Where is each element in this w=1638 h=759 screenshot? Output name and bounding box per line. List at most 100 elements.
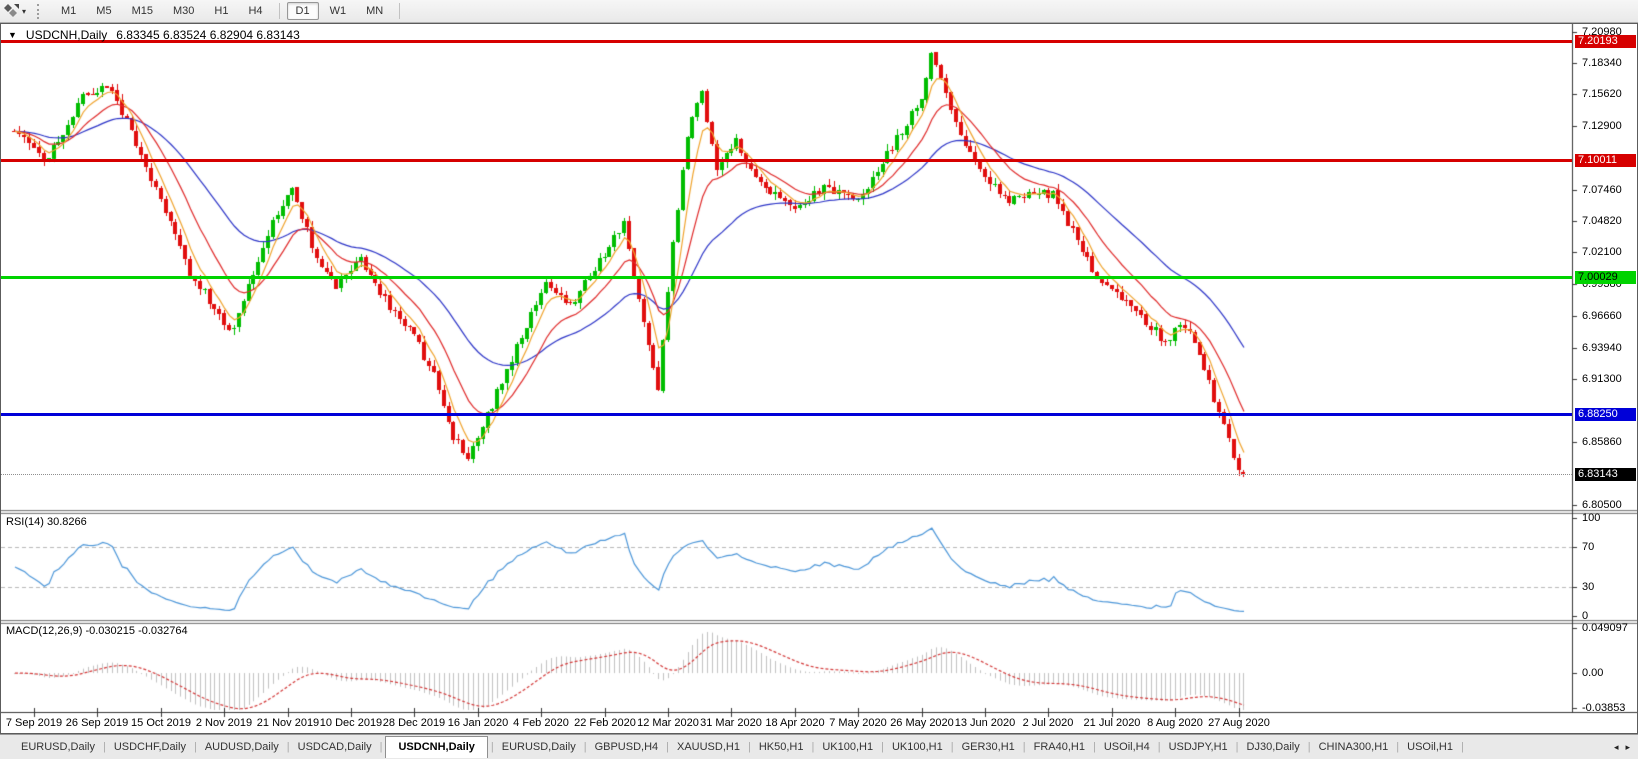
date-axis-label: 21 Jul 2020 [1083, 717, 1141, 729]
price-axis-label: 6.93940 [1582, 342, 1622, 354]
tab-separator: | [1157, 741, 1161, 753]
price-level-line-7.10011[interactable] [1, 159, 1572, 162]
macd-axis-label: 0.00 [1582, 667, 1604, 679]
chart-tab-audusd-daily[interactable]: AUDUSD,Daily [204, 741, 279, 753]
tab-scroll-left-button[interactable]: ◂ [1613, 741, 1619, 752]
chart-tools-button[interactable]: ▾ [0, 4, 32, 18]
chart-tab-bar: EURUSD,Daily | USDCHF,Daily | AUDUSD,Daily | U… [0, 734, 1638, 759]
chart-tab-usdcad-daily[interactable]: USDCAD,Daily [297, 741, 372, 753]
current-price-badge: 6.83143 [1575, 468, 1636, 481]
toolbar-grip[interactable] [37, 3, 42, 19]
price-level-badge-6.88250: 6.88250 [1575, 408, 1636, 421]
date-axis-label: 8 Aug 2020 [1147, 717, 1203, 729]
tab-separator: | [1093, 741, 1096, 753]
rsi-axis-label: 30 [1582, 581, 1595, 593]
tab-separator: | [881, 741, 884, 753]
chart-tab-xauusd-h1[interactable]: XAUUSD,H1 [677, 741, 740, 753]
tab-separator: | [490, 741, 494, 753]
chart-tab-usdcnh-daily[interactable]: USDCNH,Daily [385, 736, 488, 758]
chart-tab-gbpusd-h4[interactable]: GBPUSD,H4 [594, 741, 659, 753]
price-axis-label: 7.18340 [1582, 57, 1622, 69]
chart-title: ▼ USDCNH,Daily 6.83345 6.83524 6.82904 6… [8, 28, 300, 42]
tab-separator: | [286, 741, 290, 753]
symbol-dropdown-icon[interactable]: ▼ [8, 30, 17, 40]
tab-separator: | [583, 741, 587, 753]
chart-tab-uk100-h1[interactable]: UK100,H1 [822, 741, 874, 753]
date-axis-label: 13 Jun 2020 [954, 717, 1016, 729]
tab-separator: | [747, 741, 751, 753]
timeframe-button-m5[interactable]: M5 [96, 5, 112, 17]
date-axis-label: 22 Feb 2020 [574, 717, 636, 729]
chart-symbol-label: USDCNH,Daily [25, 28, 108, 42]
rsi-axis-label: 70 [1582, 541, 1595, 553]
price-level-badge-7.00029: 7.00029 [1575, 271, 1636, 284]
chart-tab-usoil-h1[interactable]: USOil,H1 [1407, 741, 1453, 753]
tab-separator: | [1396, 741, 1400, 753]
tab-separator: | [950, 741, 954, 753]
date-axis-label: 31 Mar 2020 [700, 717, 762, 729]
top-toolbar: ▾ M1 M5 M15 M30 H1 H4 D1 W1 MN [0, 0, 1638, 23]
price-axis-label: 7.07460 [1582, 184, 1622, 196]
tab-separator: | [193, 741, 197, 753]
price-level-line-7.20193[interactable] [1, 40, 1572, 43]
current-price-line [1, 474, 1572, 475]
tab-separator: | [102, 741, 106, 753]
macd-axis-label: -0.03853 [1582, 702, 1626, 714]
date-axis-label: 4 Feb 2020 [513, 717, 569, 729]
price-axis: 7.20193 7.10011 7.00029 6.88250 6.83143 7.209… [1573, 24, 1637, 733]
chart-tools-caret-icon[interactable]: ▾ [22, 6, 27, 16]
timeframe-button-m15[interactable]: M15 [131, 5, 153, 17]
chart-tab-usdchf-daily[interactable]: USDCHF,Daily [113, 741, 186, 753]
timeframe-button-m30[interactable]: M30 [172, 5, 195, 17]
timeframe-toolbar: M1 M5 M15 M30 H1 H4 D1 W1 MN [51, 2, 406, 20]
date-axis-label: 21 Nov 2019 [256, 717, 320, 729]
date-axis-label: 2 Jul 2020 [1022, 717, 1074, 729]
chart-tab-uk100-h1[interactable]: UK100,H1 [891, 741, 943, 753]
price-axis-label: 6.80500 [1582, 499, 1622, 511]
price-axis-label: 6.96660 [1582, 310, 1622, 322]
price-axis-label: 7.12900 [1582, 120, 1622, 132]
price-level-badge-7.20193: 7.20193 [1575, 35, 1636, 48]
rsi-axis-label: 0 [1582, 610, 1589, 622]
rsi-axis-label: 100 [1582, 512, 1601, 524]
timeframe-button-mn[interactable]: MN [366, 5, 384, 17]
chart-ohlc-values: 6.83345 6.83524 6.82904 6.83143 [116, 28, 300, 42]
chart-tab-hk50-h1[interactable]: HK50,H1 [758, 741, 804, 753]
price-level-badge-7.10011: 7.10011 [1575, 154, 1636, 167]
price-level-line-6.88250[interactable] [1, 413, 1572, 416]
toolbar-separator [399, 3, 401, 19]
chart-tools-icon [4, 4, 19, 17]
date-axis-label: 26 May 2020 [890, 717, 954, 729]
chart-tab-china300-h1[interactable]: CHINA300,H1 [1318, 741, 1389, 753]
tab-separator: | [379, 741, 383, 753]
chart-tab-ger30-h1[interactable]: GER30,H1 [961, 741, 1015, 753]
tab-separator: | [666, 741, 669, 753]
toolbar-separator [278, 3, 280, 19]
tab-separator: | [1307, 741, 1311, 753]
date-axis-label: 7 May 2020 [829, 717, 887, 729]
macd-indicator-label: MACD(12,26,9) -0.030215 -0.032764 [6, 625, 188, 637]
chart-window: ▼ USDCNH,Daily 6.83345 6.83524 6.82904 6… [0, 23, 1638, 734]
price-level-line-7.00029[interactable] [1, 276, 1572, 279]
date-axis-label: 27 Aug 2020 [1208, 717, 1270, 729]
chart-tab-eurusd-daily[interactable]: EURUSD,Daily [21, 741, 95, 753]
chart-tab-usdjpy-h1[interactable]: USDJPY,H1 [1168, 741, 1228, 753]
timeframe-button-h4[interactable]: H4 [248, 5, 263, 17]
tab-separator: | [1022, 741, 1026, 753]
chart-canvas[interactable] [1, 24, 1637, 733]
timeframe-button-m1[interactable]: M1 [61, 5, 77, 17]
chart-tab-dj30-daily[interactable]: DJ30,Daily [1246, 741, 1300, 753]
date-axis-label: 10 Dec 2019 [319, 717, 383, 729]
timeframe-button-d1[interactable]: D1 [286, 2, 319, 20]
timeframe-button-w1[interactable]: W1 [329, 5, 347, 17]
date-axis-label: 18 Apr 2020 [765, 717, 825, 729]
date-axis-label: 16 Jan 2020 [447, 717, 509, 729]
date-axis-label: 2 Nov 2019 [195, 717, 253, 729]
chart-tab-eurusd-daily[interactable]: EURUSD,Daily [501, 741, 576, 753]
chart-tab-fra40-h1[interactable]: FRA40,H1 [1033, 741, 1085, 753]
date-axis-label: 26 Sep 2019 [65, 717, 129, 729]
chart-tab-usoil-h4[interactable]: USOil,H4 [1103, 741, 1150, 753]
tab-separator: | [1460, 741, 1464, 753]
timeframe-button-h1[interactable]: H1 [214, 5, 229, 17]
tab-scroll-right-button[interactable]: ▸ [1625, 741, 1630, 752]
